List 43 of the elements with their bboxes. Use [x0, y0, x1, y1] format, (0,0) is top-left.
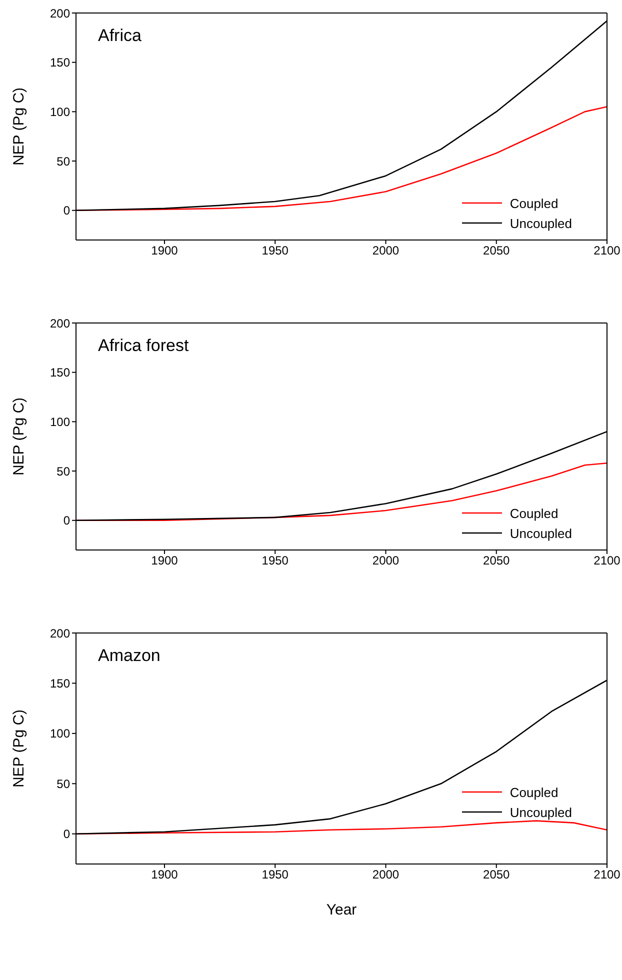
- y-tick-label: 200: [50, 316, 70, 330]
- x-tick-label: 2000: [372, 244, 400, 258]
- y-tick-label: 200: [50, 626, 70, 640]
- text: Africa: [98, 26, 142, 46]
- y-tick-label: 100: [50, 726, 70, 741]
- x-tick-label: 2100: [594, 244, 621, 258]
- x-tick-label: 1900: [151, 868, 178, 882]
- y-tick-label: 50: [56, 154, 70, 168]
- legend-label: Uncoupled: [510, 526, 572, 540]
- x-tick-label: 1950: [262, 244, 289, 258]
- y-tick-label: 0: [63, 204, 70, 218]
- x-tick-label: 2050: [483, 554, 510, 568]
- x-tick-label: 1950: [262, 868, 289, 882]
- y-tick-label: 50: [56, 776, 70, 791]
- y-tick-label: 200: [50, 6, 70, 20]
- legend-label: Coupled: [510, 784, 558, 800]
- x-axis-title: Year: [326, 902, 357, 919]
- y-tick-label: 50: [56, 464, 70, 478]
- y-tick-label: 150: [50, 366, 70, 380]
- y-tick-label: 100: [50, 104, 70, 119]
- x-tick-label: 2100: [594, 868, 621, 882]
- legend-label: Coupled: [510, 196, 558, 210]
- legend-label: Coupled: [510, 506, 558, 520]
- y-axis-title: NEP (Pg C): [10, 87, 28, 166]
- x-tick-label: 1900: [151, 554, 178, 568]
- y-tick-label: 100: [50, 414, 70, 429]
- y-axis-title: NEP (Pg C): [10, 709, 28, 788]
- text: Africa forest: [98, 336, 189, 356]
- x-tick-label: 2100: [594, 554, 621, 568]
- x-tick-label: 2000: [372, 554, 400, 568]
- legend-label: Uncoupled: [510, 216, 572, 230]
- legend-label: Uncoupled: [510, 804, 572, 820]
- x-tick-label: 2050: [483, 868, 510, 882]
- x-tick-label: 1950: [262, 554, 289, 568]
- text: Amazon: [98, 646, 160, 666]
- y-tick-label: 0: [63, 827, 70, 842]
- y-tick-label: 0: [63, 514, 70, 528]
- y-axis-title: NEP (Pg C): [10, 397, 28, 476]
- x-tick-label: 2000: [372, 868, 400, 882]
- y-tick-label: 150: [50, 56, 70, 70]
- y-tick-label: 150: [50, 676, 70, 690]
- x-tick-label: 2050: [483, 244, 510, 258]
- x-tick-label: 1900: [151, 244, 178, 258]
